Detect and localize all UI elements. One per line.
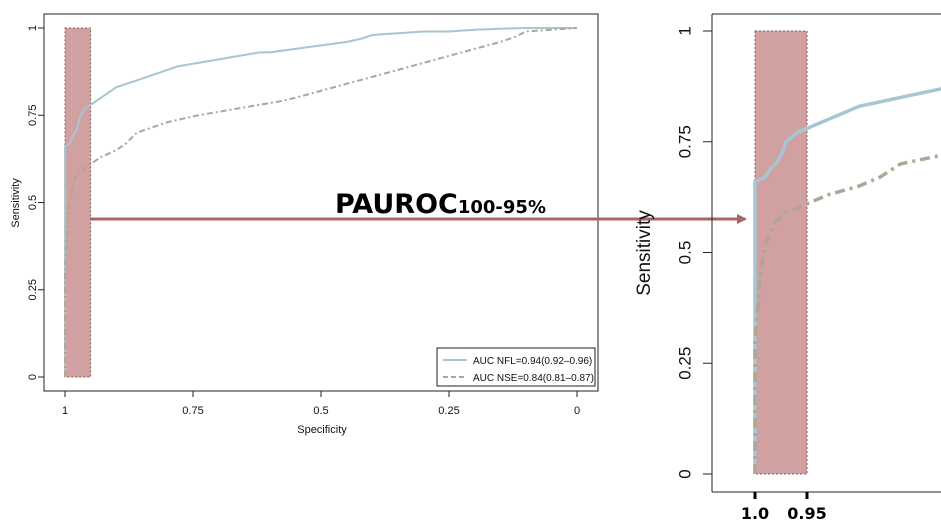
left-y-tick-label: 0.25 (27, 279, 39, 300)
right-y-tick-label: 0.75 (675, 125, 694, 158)
left-x-tick-label: 1 (62, 405, 68, 417)
legend-box (436, 347, 596, 387)
right-y-tick-label: 1 (675, 26, 694, 35)
right-series-line-0 (753, 87, 941, 474)
pauroc-main-text: PAUROC (335, 189, 458, 220)
right-highlight-region (754, 30, 808, 475)
right-y-tick-label: 0 (675, 469, 694, 478)
left-x-axis-title: Specificity (297, 424, 347, 436)
pauroc-subscript: 100-95% (458, 197, 546, 218)
right-chart: 1.0 0.95 0 0.25 0.5 0.75 1 Sensitivity (634, 13, 941, 523)
right-x-ticks: 1.0 0.95 (741, 492, 827, 523)
left-x-tick-label: 0.25 (438, 405, 459, 417)
left-y-tick-label: 0.75 (27, 105, 39, 126)
right-y-axis-title: Sensitivity (634, 210, 655, 296)
left-x-ticks: 1 0.75 0.5 0.25 0 (62, 391, 580, 417)
pauroc-label: PAUROC100-95% (335, 189, 546, 220)
left-x-tick-label: 0 (574, 405, 580, 417)
left-y-tick-label: 0 (27, 374, 39, 380)
left-series-line-0 (64, 27, 577, 377)
right-y-ticks: 0 0.25 0.5 0.75 1 (675, 26, 712, 479)
right-y-tick-label: 0.5 (675, 241, 694, 265)
legend-label-nse: AUC NSE=0.84(0.81–0.87) (473, 373, 594, 384)
left-chart: 1 0.75 0.5 0.25 0 00.250.50.751 Specificity … (10, 13, 599, 436)
right-x-tick-label: 0.95 (787, 504, 826, 523)
pauroc-annotation: PAUROC100-95% (90, 189, 747, 224)
left-series-line-1 (64, 27, 578, 377)
right-series-group (753, 87, 941, 474)
left-y-ticks: 0 0.25 0.5 0.75 1 (27, 25, 44, 380)
right-x-tick-label: 1.0 (741, 504, 769, 523)
left-x-tick-label: 0.75 (182, 405, 203, 417)
right-y-tick-label: 0.25 (675, 347, 694, 380)
left-y-axis-title: Sensitivity (10, 178, 22, 228)
legend: AUC NFL=0.94(0.92–0.96) AUC NSE=0.84(0.8… (436, 347, 596, 387)
right-region-rect (754, 30, 808, 475)
left-y-tick-label: 1 (27, 25, 39, 31)
left-x-tick-label: 0.5 (313, 405, 328, 417)
left-series-group (64, 27, 578, 377)
left-region-rect (64, 27, 92, 378)
left-y-tick-label: 0.5 (27, 195, 39, 210)
legend-label-nfl: AUC NFL=0.94(0.92–0.96) (473, 356, 592, 367)
left-highlight-region (64, 27, 92, 378)
